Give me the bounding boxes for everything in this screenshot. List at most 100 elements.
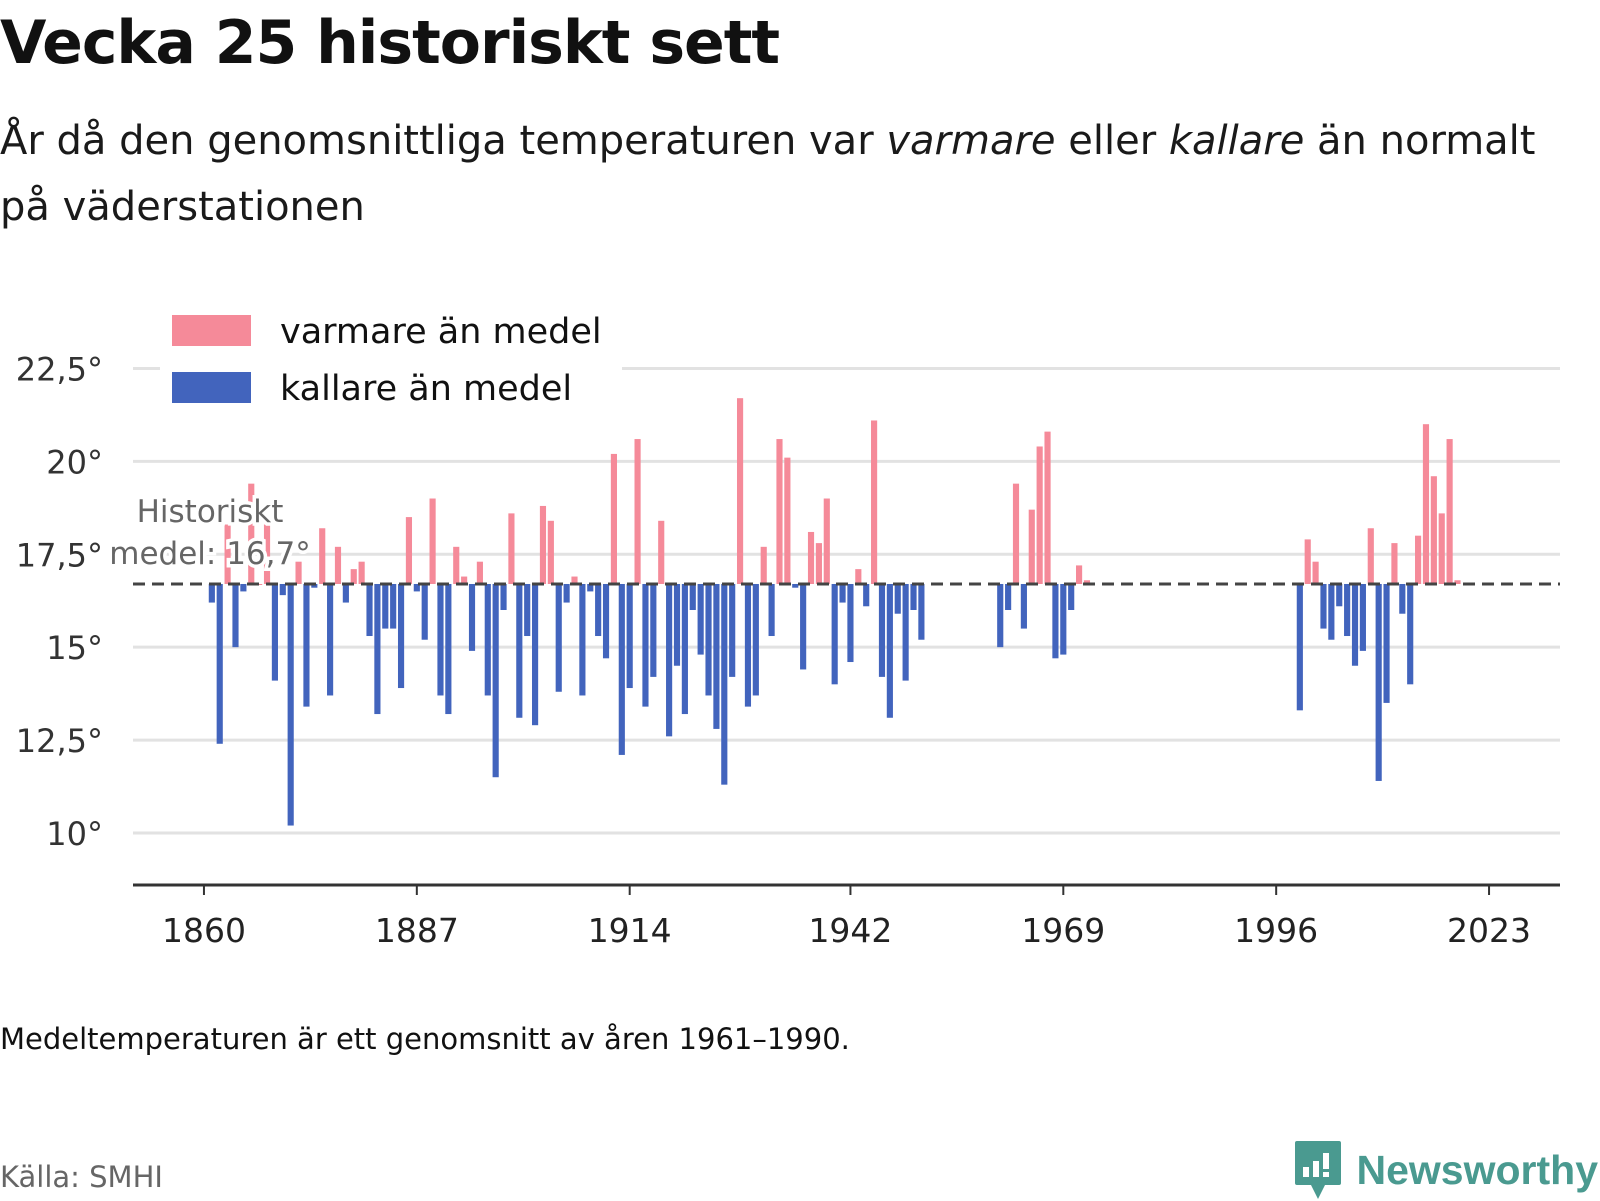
y-tick-label: 15° (46, 629, 103, 667)
bar-warm (248, 483, 255, 584)
bar-cold (240, 583, 247, 592)
bar-cold (445, 583, 452, 715)
bar-cold (516, 583, 523, 718)
bar-warm (429, 498, 436, 584)
bar-warm (776, 439, 783, 584)
x-tick-label: 1887 (375, 911, 459, 950)
bar-warm (1367, 528, 1374, 584)
y-tick-label: 20° (46, 443, 103, 481)
bar-warm (784, 457, 791, 584)
baseline-label-line-1: Historiskt (137, 494, 284, 530)
bar-cold (886, 583, 893, 718)
bar-warm (1454, 580, 1461, 584)
bar-warm (736, 398, 744, 584)
source-credit: Källa: SMHI (0, 1160, 163, 1194)
x-tick-label: 1914 (588, 911, 672, 950)
baseline-label-line-2: medel: 16,7° (109, 536, 310, 572)
subtitle-emphasis-colder: kallare (1168, 118, 1305, 164)
bar-warm (760, 546, 767, 584)
bar-cold (366, 583, 373, 637)
bar-cold (1344, 583, 1351, 637)
bar-cold (303, 583, 310, 707)
bar-cold (382, 583, 389, 629)
bar-warm (1422, 424, 1430, 584)
subtitle-text-1: År då den genomsnittliga temperaturen va… (0, 118, 887, 164)
bar-cold (729, 583, 736, 677)
y-tick-label: 12,5° (16, 722, 103, 760)
bar-cold (918, 583, 925, 640)
bar-cold (232, 583, 239, 648)
bar-cold (587, 583, 594, 592)
bar-cold (1320, 583, 1327, 629)
legend-label-warm: varmare än medel (280, 312, 602, 352)
bar-warm (1028, 509, 1035, 584)
bar-cold (863, 583, 870, 607)
bar-warm (547, 520, 554, 584)
brand-logo[interactable]: Newsworthy (1293, 1139, 1599, 1201)
newsworthy-logo-icon (1294, 1141, 1341, 1199)
chart-subtitle: År då den genomsnittliga temperaturen va… (0, 108, 1540, 240)
bar-warm (807, 531, 815, 584)
bar-cold (437, 583, 444, 696)
y-tick-label: 22,5° (16, 350, 103, 388)
legend-swatch-warm (172, 315, 251, 346)
bar-cold (1060, 583, 1067, 655)
bar-cold (1399, 583, 1406, 614)
legend-label-cold: kallare än medel (280, 369, 572, 409)
bar-warm (1446, 439, 1453, 584)
x-tick-label: 1942 (808, 911, 892, 950)
bar-cold (618, 583, 625, 755)
bar-warm (453, 546, 460, 584)
bar-warm (476, 561, 483, 584)
bar-cold (689, 583, 696, 610)
bar-warm (1312, 561, 1319, 584)
bar-cold (524, 583, 531, 637)
bar-cold (902, 583, 909, 681)
bar-warm (295, 561, 302, 584)
bar-cold (555, 583, 562, 692)
bar-warm (610, 453, 617, 584)
bar-cold (397, 583, 405, 689)
bar-cold (595, 583, 602, 637)
bar-cold (208, 583, 215, 603)
bar-warm (1076, 565, 1083, 584)
bar-cold (744, 583, 752, 707)
bar-warm (815, 543, 822, 584)
bar-warm (319, 528, 326, 584)
bar-cold (1296, 583, 1303, 711)
bar-warm (571, 576, 578, 584)
bar-cold (492, 583, 499, 778)
x-tick-label: 2023 (1447, 911, 1531, 950)
bar-warm (823, 498, 830, 584)
axes: 10° 12,5° 15° 17,5° 20° 22,5° 1860 1887 1914 1942… (16, 350, 1560, 950)
bar-cold (563, 583, 570, 603)
bar-cold (327, 583, 334, 696)
chart-title: Vecka 25 historiskt sett (0, 8, 780, 78)
bar-cold (800, 583, 807, 670)
bar-cold (1005, 583, 1012, 610)
bar-warm (1391, 543, 1398, 584)
bar-warm (855, 569, 862, 584)
bar-warm (224, 524, 231, 584)
temperature-bar-chart: Historiskt medel: 16,7° 10° 12,5° 15° 17,5° 2… (16, 308, 1560, 950)
bar-cold (216, 583, 223, 744)
brand-name: Newsworthy (1356, 1146, 1599, 1193)
y-tick-label: 10° (46, 815, 103, 853)
bar-cold (831, 583, 838, 685)
bar-cold (484, 583, 491, 696)
bar-warm (350, 569, 357, 584)
bar-cold (910, 583, 917, 610)
bar-cold (1351, 583, 1359, 666)
bar-warm (405, 517, 413, 584)
bar-cold (752, 583, 759, 696)
bar-warm (539, 505, 547, 584)
bar-cold (681, 583, 688, 715)
bar-cold (1336, 583, 1343, 607)
bar-cold (847, 583, 854, 663)
bar-warm (461, 576, 468, 584)
subtitle-text-2: eller (1055, 118, 1169, 164)
bar-cold (997, 583, 1004, 648)
bar-warm (334, 546, 342, 584)
subtitle-emphasis-warmer: varmare (886, 118, 1056, 164)
bar-cold (390, 583, 397, 629)
